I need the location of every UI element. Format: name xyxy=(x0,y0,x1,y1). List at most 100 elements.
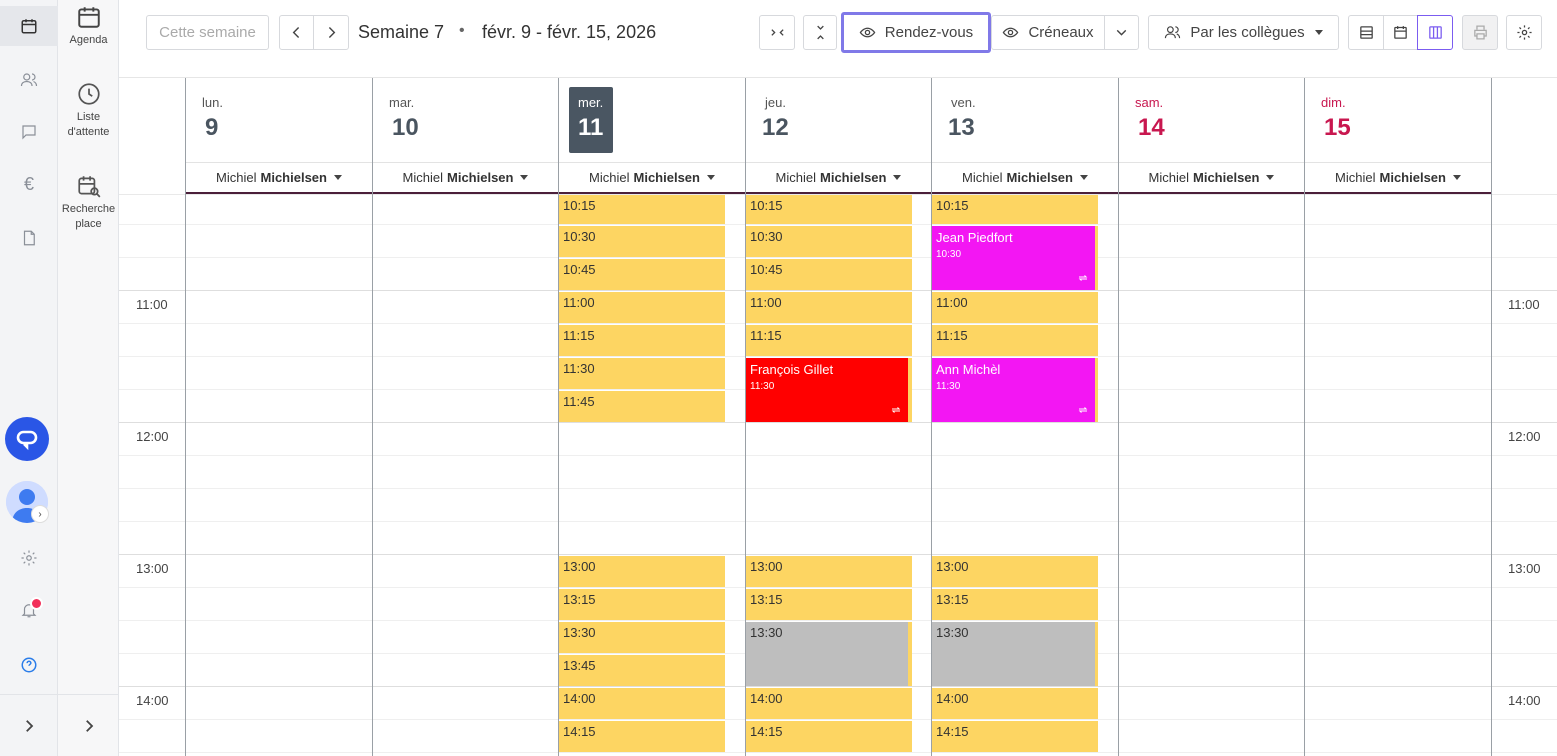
available-slot[interactable]: 14:15 xyxy=(932,721,1098,752)
available-slot[interactable]: 13:15 xyxy=(746,589,912,620)
available-slot[interactable]: 13:15 xyxy=(932,589,1098,620)
expand-rail-button[interactable] xyxy=(0,694,58,756)
resource-first-name: Michiel xyxy=(775,170,816,185)
list-view-button[interactable] xyxy=(1348,15,1384,50)
column-divider xyxy=(931,78,932,756)
slots-toggle-button[interactable]: Créneaux xyxy=(991,15,1105,50)
column-divider xyxy=(745,78,746,756)
available-slot[interactable]: 11:15 xyxy=(746,325,912,356)
grid-line xyxy=(119,521,1557,522)
appointment-card[interactable]: François Gillet 11:30 xyxy=(746,358,908,422)
calendar-settings-button[interactable] xyxy=(1506,15,1542,50)
nav-messages[interactable] xyxy=(0,112,58,152)
available-slot[interactable]: 11:00 xyxy=(559,292,725,323)
available-slot[interactable]: 10:15 xyxy=(932,195,1098,224)
available-slot[interactable]: 13:30 xyxy=(559,622,725,653)
available-slot[interactable]: 14:15 xyxy=(746,721,912,752)
available-slot[interactable]: 14:00 xyxy=(932,688,1098,719)
resource-selector[interactable]: Michiel Michielsen xyxy=(559,162,745,194)
nav-documents[interactable] xyxy=(0,218,58,258)
next-week-button[interactable] xyxy=(313,15,349,50)
expand-subnav-button[interactable] xyxy=(58,694,119,756)
date-range-label: févr. 9 - févr. 15, 2026 xyxy=(482,22,657,42)
available-slot[interactable]: 10:30 xyxy=(746,226,912,257)
column-divider xyxy=(1118,78,1119,756)
available-slot[interactable]: 10:45 xyxy=(746,259,912,290)
nav-calendar[interactable] xyxy=(0,6,58,46)
available-slot[interactable]: 11:30 xyxy=(559,358,725,389)
available-slot[interactable]: 13:00 xyxy=(932,556,1098,587)
subnav-search-label-1: Recherche xyxy=(61,203,116,215)
day-header-tue[interactable]: mar. 10 xyxy=(373,78,558,194)
collapse-columns-button[interactable] xyxy=(759,15,795,50)
available-slot[interactable]: 13:45 xyxy=(559,655,725,686)
nav-notifications[interactable] xyxy=(0,590,58,630)
available-slot[interactable]: 11:45 xyxy=(559,391,725,422)
appointment-card[interactable]: Jean Piedfort 10:30 xyxy=(932,226,1095,290)
available-slot[interactable]: 10:15 xyxy=(559,195,725,224)
by-colleagues-dropdown[interactable]: Par les collègues xyxy=(1148,15,1339,50)
chat-button[interactable] xyxy=(5,417,49,461)
resource-selector[interactable]: Michiel Michielsen xyxy=(1119,162,1304,194)
nav-settings[interactable] xyxy=(0,538,58,578)
available-slot[interactable]: 13:00 xyxy=(746,556,912,587)
resource-selector[interactable]: Michiel Michielsen xyxy=(746,162,931,194)
nav-users[interactable] xyxy=(0,60,58,100)
nav-billing[interactable]: € xyxy=(0,164,58,204)
available-slot[interactable]: 10:15 xyxy=(746,195,912,224)
today-highlight xyxy=(569,87,613,153)
subnav-waitlist[interactable]: Liste d'attente xyxy=(58,81,119,140)
available-slot[interactable]: 11:00 xyxy=(746,292,912,323)
available-slot[interactable]: 11:00 xyxy=(932,292,1098,323)
collapse-rows-button[interactable] xyxy=(803,15,837,50)
day-view-button[interactable] xyxy=(1383,15,1418,50)
blocked-slot[interactable]: 13:30 xyxy=(746,622,908,686)
day-header-wed-today[interactable]: mer. 11 xyxy=(559,78,745,194)
appointment-card[interactable]: Ann Michèl 11:30 xyxy=(932,358,1095,422)
week-view-button[interactable] xyxy=(1417,15,1453,50)
subnav-search-place[interactable]: Recherche place xyxy=(58,173,119,232)
nav-help[interactable] xyxy=(0,645,58,685)
previous-week-button[interactable] xyxy=(279,15,314,50)
eye-icon xyxy=(859,27,876,38)
by-colleagues-label: Par les collègues xyxy=(1190,24,1305,41)
repeat-icon xyxy=(1078,275,1088,281)
available-slot[interactable]: 14:00 xyxy=(559,688,725,719)
grid-line xyxy=(119,257,1557,258)
available-slot[interactable]: 14:15 xyxy=(559,721,725,752)
this-week-button[interactable]: Cette semaine xyxy=(146,15,269,50)
day-number: 9 xyxy=(205,114,219,141)
caret-down-icon xyxy=(1079,175,1088,180)
print-button[interactable] xyxy=(1462,15,1498,50)
day-header-sun[interactable]: dim. 15 xyxy=(1305,78,1491,194)
list-view-icon xyxy=(1359,26,1373,39)
resource-selector[interactable]: Michiel Michielsen xyxy=(186,162,372,194)
resource-selector[interactable]: Michiel Michielsen xyxy=(1305,162,1491,194)
day-header-mon[interactable]: lun. 9 xyxy=(186,78,372,194)
collapse-vertical-icon xyxy=(816,25,824,40)
resource-selector[interactable]: Michiel Michielsen xyxy=(932,162,1118,194)
day-header-thu[interactable]: jeu. 12 xyxy=(746,78,931,194)
day-header-sat[interactable]: sam. 14 xyxy=(1119,78,1304,194)
chevron-right-icon[interactable]: › xyxy=(31,505,49,523)
available-slot[interactable]: 13:00 xyxy=(559,556,725,587)
available-slot[interactable]: 11:15 xyxy=(932,325,1098,356)
day-header-fri[interactable]: ven. 13 xyxy=(932,78,1118,194)
slots-dropdown-button[interactable] xyxy=(1104,15,1139,50)
subnav-waitlist-label-2: d'attente xyxy=(67,126,110,138)
resource-first-name: Michiel xyxy=(402,170,443,185)
available-slot[interactable]: 10:30 xyxy=(559,226,725,257)
blocked-slot[interactable]: 13:30 xyxy=(932,622,1095,686)
available-slot[interactable]: 10:45 xyxy=(559,259,725,290)
available-slot[interactable]: 14:00 xyxy=(746,688,912,719)
resource-first-name: Michiel xyxy=(216,170,257,185)
appointments-toggle-button[interactable]: Rendez-vous xyxy=(841,12,991,53)
resource-selector[interactable]: Michiel Michielsen xyxy=(373,162,558,194)
subnav-agenda[interactable]: Agenda xyxy=(58,4,119,48)
resource-first-name: Michiel xyxy=(589,170,630,185)
available-slot[interactable]: 13:15 xyxy=(559,589,725,620)
this-week-label: Cette semaine xyxy=(159,24,256,41)
caret-down-icon xyxy=(520,175,529,180)
available-slot[interactable]: 11:15 xyxy=(559,325,725,356)
avatar[interactable] xyxy=(6,481,48,523)
